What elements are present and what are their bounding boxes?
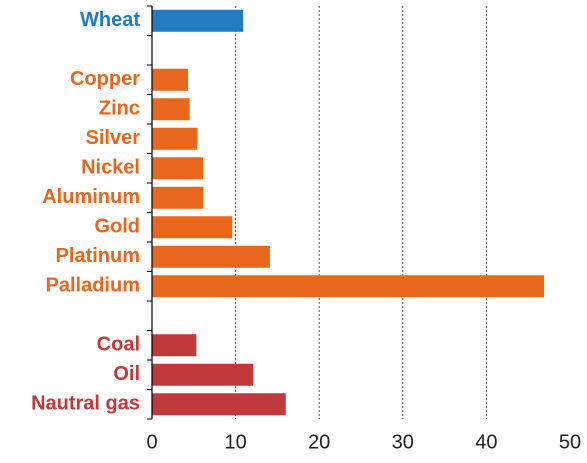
y-tick-label: Silver xyxy=(86,127,141,149)
bar xyxy=(152,157,203,180)
bar xyxy=(152,363,254,386)
y-tick-label: Copper xyxy=(70,68,140,90)
x-tick-label: 10 xyxy=(224,431,246,453)
y-tick-label: Coal xyxy=(97,334,140,356)
bar xyxy=(152,275,545,298)
bar xyxy=(152,98,190,121)
bar xyxy=(152,334,197,357)
bar xyxy=(152,216,233,239)
x-tick-label: 40 xyxy=(475,431,497,453)
y-tick-label: Platinum xyxy=(56,245,140,267)
bar xyxy=(152,393,286,416)
y-tick-label: Gold xyxy=(94,216,140,238)
y-tick-label: Aluminum xyxy=(42,186,140,208)
y-tick-label: Wheat xyxy=(80,9,140,31)
bar xyxy=(152,127,198,150)
bar xyxy=(152,9,244,32)
bar xyxy=(152,68,188,91)
y-tick-label: Nautral gas xyxy=(31,393,140,415)
y-tick-label: Nickel xyxy=(81,157,140,179)
bar xyxy=(152,245,270,268)
y-tick-label: Zinc xyxy=(99,98,140,120)
y-tick-label: Oil xyxy=(113,363,140,385)
bar xyxy=(152,186,203,209)
x-tick-label: 0 xyxy=(146,431,157,453)
x-tick-label: 30 xyxy=(392,431,414,453)
x-tick-label: 20 xyxy=(308,431,330,453)
x-tick-label: 50 xyxy=(559,431,581,453)
y-tick-label: Palladium xyxy=(46,275,140,297)
